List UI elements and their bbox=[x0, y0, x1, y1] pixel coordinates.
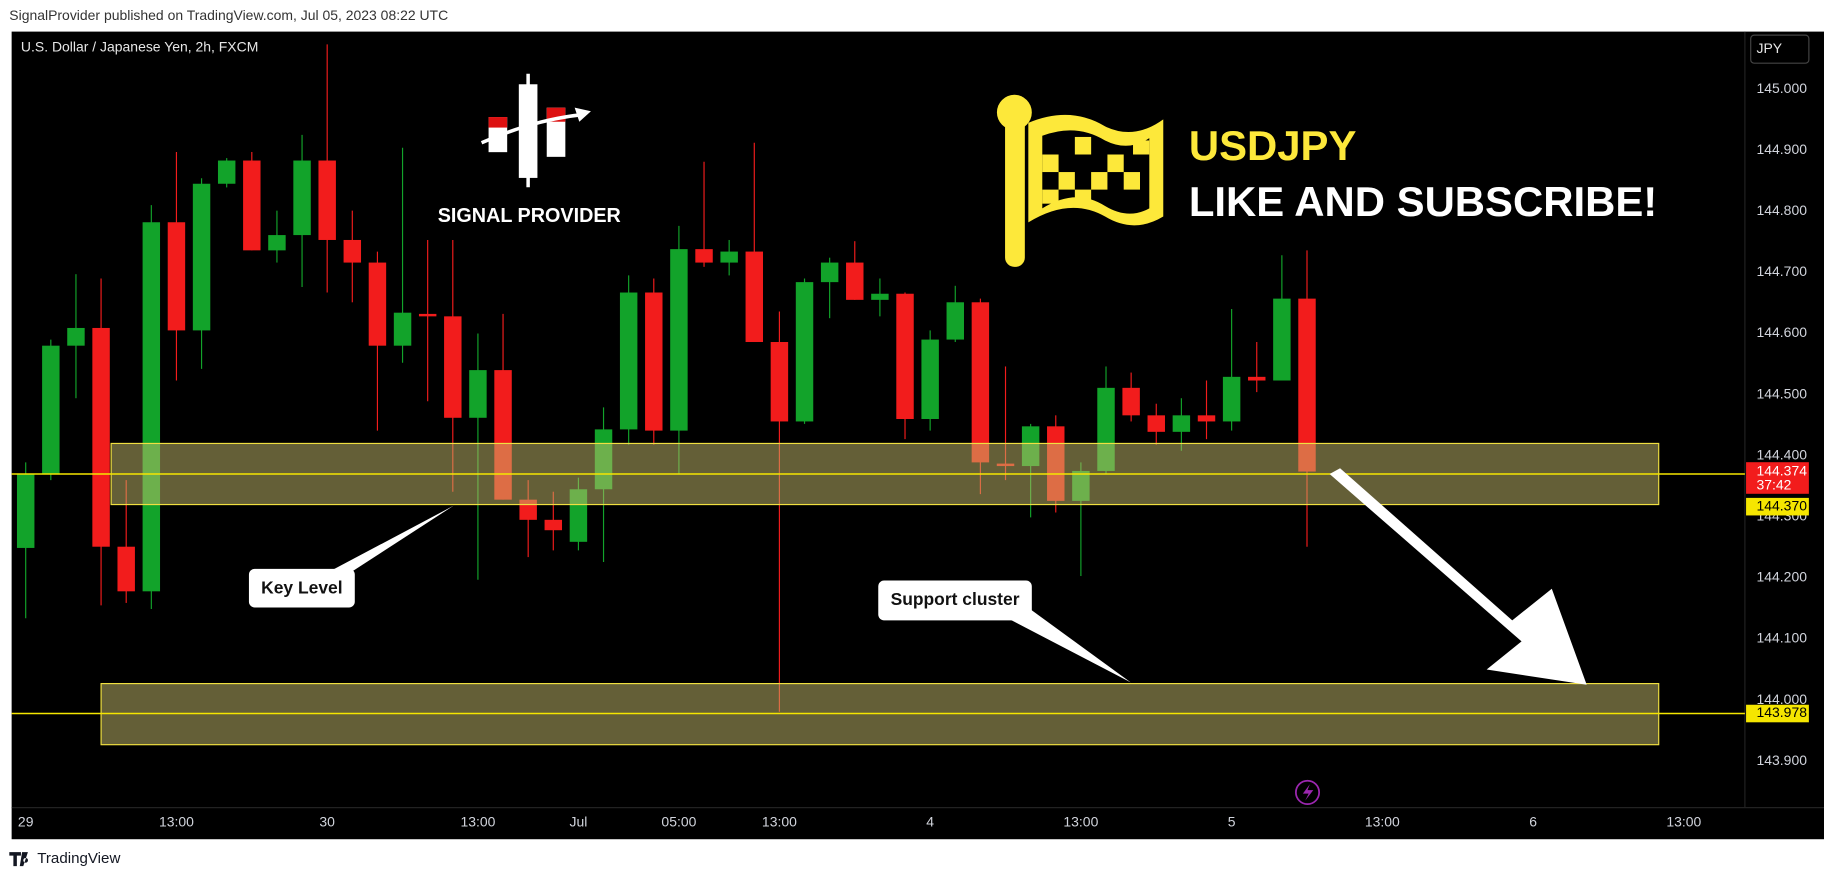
candle-body bbox=[544, 519, 563, 531]
currency-label[interactable]: JPY bbox=[1757, 40, 1783, 56]
tradingview-footer: TradingView bbox=[9, 850, 120, 867]
y-tick-label: 144.000 bbox=[1757, 691, 1808, 707]
candle-body bbox=[1273, 298, 1291, 381]
alert-bolt[interactable] bbox=[1302, 784, 1314, 801]
symbol-title: U.S. Dollar / Japanese Yen, 2h, FXCM bbox=[21, 39, 258, 55]
candle-body bbox=[142, 222, 161, 592]
candle-body bbox=[1172, 415, 1191, 432]
candle-body bbox=[619, 292, 638, 430]
candle-body bbox=[695, 249, 713, 263]
candle-body bbox=[720, 251, 738, 263]
alert-icon[interactable] bbox=[1295, 779, 1321, 805]
candle-body bbox=[92, 327, 110, 547]
y-tick-label: 144.500 bbox=[1757, 385, 1808, 401]
logo-text: SIGNAL PROVIDER bbox=[438, 205, 621, 227]
candle-body bbox=[217, 160, 236, 184]
y-tick-label: 143.900 bbox=[1757, 752, 1808, 768]
candle-body bbox=[16, 473, 35, 548]
candle-body bbox=[243, 160, 261, 251]
price-tag bbox=[1746, 704, 1809, 723]
candle-body bbox=[42, 345, 60, 474]
flag-icon bbox=[996, 94, 1164, 267]
annotation: Support cluster bbox=[891, 589, 1020, 609]
candle-body bbox=[318, 160, 336, 240]
candle-body bbox=[645, 292, 663, 431]
candle-body bbox=[795, 282, 814, 422]
subheadline: LIKE AND SUBSCRIBE! bbox=[1189, 178, 1657, 225]
candle-body bbox=[192, 183, 211, 331]
plot: 143.900144.000144.100144.200144.300144.4… bbox=[11, 44, 1808, 830]
y-tick-label: 144.100 bbox=[1757, 630, 1808, 646]
down-arrow bbox=[1329, 468, 1587, 685]
y-tick-label: 144.700 bbox=[1757, 263, 1808, 279]
candle-body bbox=[770, 342, 789, 422]
last-price-tag bbox=[1746, 462, 1809, 494]
y-tick-label: 144.800 bbox=[1757, 202, 1808, 218]
y-tick-label: 144.900 bbox=[1757, 141, 1808, 157]
candle-body bbox=[368, 262, 387, 346]
candle-body bbox=[117, 546, 135, 592]
price-tag-label: 144.370 bbox=[1757, 497, 1808, 513]
x-tick-label: 6 bbox=[1529, 814, 1537, 830]
x-tick-label: 5 bbox=[1228, 814, 1236, 830]
x-tick-label: 13:00 bbox=[159, 814, 194, 830]
candle-body bbox=[670, 249, 688, 431]
x-tick-label: 05:00 bbox=[661, 814, 696, 830]
x-tick-label: 30 bbox=[319, 814, 335, 830]
y-tick-label: 145.000 bbox=[1757, 80, 1808, 96]
candle-body bbox=[1298, 298, 1316, 472]
x-tick-label: 13:00 bbox=[1666, 814, 1701, 830]
y-tick-label: 144.600 bbox=[1757, 324, 1808, 340]
candle-body bbox=[268, 235, 286, 251]
candle-body bbox=[820, 262, 839, 283]
publish-header: SignalProvider published on TradingView.… bbox=[9, 7, 448, 23]
candle-body bbox=[393, 312, 412, 346]
countdown-label: 37:42 bbox=[1757, 476, 1792, 492]
y-tick-label: 144.200 bbox=[1757, 569, 1808, 585]
last-price-label: 144.374 bbox=[1757, 462, 1808, 478]
x-tick-label: 13:00 bbox=[1365, 814, 1400, 830]
price-tag bbox=[1746, 497, 1809, 516]
candle-body bbox=[1147, 415, 1165, 432]
x-tick-label: Jul bbox=[569, 814, 587, 830]
candle-body bbox=[67, 327, 85, 346]
candle-body bbox=[469, 370, 487, 418]
candle-body bbox=[871, 293, 889, 300]
candle-body bbox=[921, 339, 939, 420]
x-tick-label: 4 bbox=[926, 814, 934, 830]
support-callout: Support cluster bbox=[878, 580, 1131, 683]
y-tick-label: 144.400 bbox=[1757, 446, 1808, 462]
candle-body bbox=[745, 251, 764, 343]
candle-body bbox=[846, 262, 864, 300]
candle-body bbox=[946, 302, 964, 340]
candle-body bbox=[293, 160, 311, 236]
annotation: Key Level bbox=[261, 577, 342, 597]
candle-body bbox=[167, 222, 186, 331]
currency-box[interactable] bbox=[1750, 34, 1810, 64]
candle-body bbox=[1248, 376, 1266, 381]
candle-body bbox=[971, 302, 990, 463]
candle-body bbox=[343, 239, 362, 263]
price-tag-label: 143.978 bbox=[1757, 704, 1808, 720]
x-tick-label: 13:00 bbox=[1063, 814, 1098, 830]
logo: SIGNAL PROVIDER bbox=[438, 73, 621, 227]
x-tick-label: 29 bbox=[18, 814, 34, 830]
candle-body bbox=[1122, 387, 1140, 416]
footer-text: TradingView bbox=[37, 850, 120, 867]
candle-body bbox=[1222, 376, 1241, 422]
candle-body bbox=[896, 293, 914, 420]
headline: USDJPY bbox=[1189, 122, 1357, 169]
x-tick-label: 13:00 bbox=[762, 814, 797, 830]
candle-body bbox=[444, 316, 462, 418]
candle-body bbox=[1197, 415, 1216, 422]
x-tick-label: 13:00 bbox=[460, 814, 495, 830]
candle-body bbox=[418, 313, 437, 317]
